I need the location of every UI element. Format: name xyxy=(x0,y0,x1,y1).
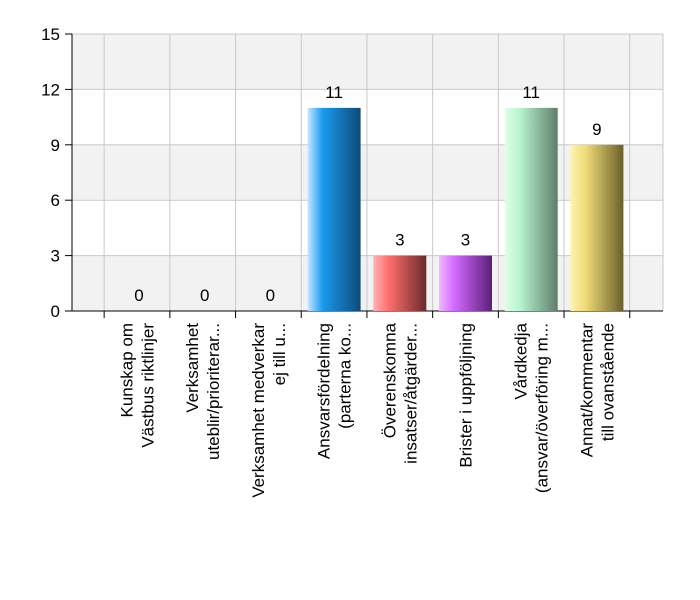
data-label: 9 xyxy=(592,120,601,139)
x-category-label-line: ej till u... xyxy=(270,323,289,385)
x-category-label: Vårdkedja (ansvar/överföring m... xyxy=(512,322,552,493)
y-tick-label: 15 xyxy=(41,25,60,44)
x-category-label-line: Verksamhet medverkar xyxy=(249,323,268,498)
bar xyxy=(373,255,427,311)
x-category-label-line: Vårdkedja xyxy=(512,322,531,399)
x-category-label-line: Ansvarsfördelning xyxy=(315,323,334,459)
data-label: 11 xyxy=(522,83,540,102)
x-category-label: Kunskap om Västbus riktlinjer xyxy=(118,323,158,448)
grid-band xyxy=(72,34,663,90)
bar xyxy=(504,107,558,311)
bar xyxy=(439,255,492,311)
x-category-label-line: Kunskap om xyxy=(118,323,137,418)
x-category-label-line: Brister i uppföljning xyxy=(457,323,476,468)
data-label: 11 xyxy=(325,83,343,102)
x-category-label-line: (parterna ko... xyxy=(336,323,355,429)
x-category-label: Överenskomna insatser/åtgärder... xyxy=(380,322,420,463)
x-category-label-line: Verksamhet xyxy=(183,323,202,413)
y-tick-label: 9 xyxy=(51,136,60,155)
bar xyxy=(307,107,361,311)
data-label: 0 xyxy=(200,286,209,305)
x-category-label: Annat/kommentar till ovanstående xyxy=(577,323,617,458)
x-category-label-line: Annat/kommentar xyxy=(577,323,596,458)
bar xyxy=(570,144,624,311)
y-tick-label: 12 xyxy=(41,80,60,99)
x-category-label-line: Västbus riktlinjer xyxy=(139,323,158,448)
x-category-label-line: insatser/åtgärder... xyxy=(401,323,420,464)
y-tick-label: 0 xyxy=(51,302,60,321)
x-category-label-line: till ovanstående xyxy=(598,323,617,441)
x-category-label: Ansvarsfördelning (parterna ko... xyxy=(315,323,355,459)
x-category-label-line: uteblir/prioriterar... xyxy=(204,323,223,460)
x-category-label-line: (ansvar/överföring m... xyxy=(533,323,552,493)
data-label: 0 xyxy=(134,286,143,305)
x-category-label: Verksamhet medverkar ej till u... xyxy=(249,323,289,498)
y-tick-label: 3 xyxy=(51,247,60,266)
data-label: 3 xyxy=(461,231,470,250)
x-category-label: Brister i uppföljning xyxy=(457,323,476,468)
x-category-label: Verksamhet uteblir/prioriterar... xyxy=(183,323,223,460)
x-category-label-line: Överenskomna xyxy=(380,322,399,438)
y-tick-label: 6 xyxy=(51,191,60,210)
data-label: 3 xyxy=(395,231,404,250)
data-label: 0 xyxy=(266,286,275,305)
